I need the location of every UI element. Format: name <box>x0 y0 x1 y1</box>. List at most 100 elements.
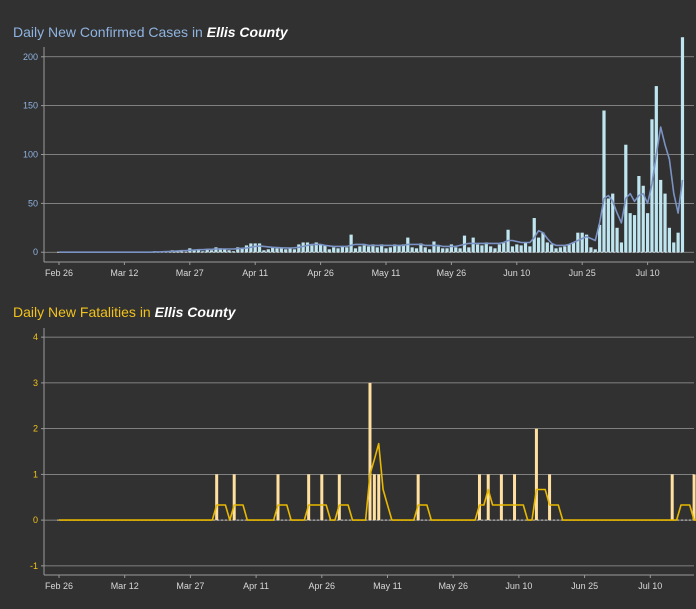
x-tick-label: Apr 11 <box>242 268 268 278</box>
bar <box>244 245 249 253</box>
bar <box>375 247 379 253</box>
bar <box>628 213 632 253</box>
bar <box>384 248 388 253</box>
x-tick-label: Feb 26 <box>45 581 73 591</box>
x-tick-label: May 11 <box>372 268 401 278</box>
bar <box>292 249 297 253</box>
bar <box>210 250 214 253</box>
bar <box>489 246 493 253</box>
bar <box>554 248 558 253</box>
bar <box>201 251 205 253</box>
bar <box>288 248 292 253</box>
bar <box>471 237 475 253</box>
bar <box>380 244 384 253</box>
bar <box>672 242 676 253</box>
bar <box>215 474 219 521</box>
bar <box>515 244 519 253</box>
bar <box>301 242 305 253</box>
bar <box>510 246 515 253</box>
bar <box>477 474 481 521</box>
x-tick-label: May 11 <box>373 581 402 591</box>
bar <box>218 248 222 253</box>
bar <box>441 248 445 253</box>
cases-chart: 0 50 100 150 200 Feb 26 Mar 12 Mar 27 Apr 11 Apr … <box>23 37 694 278</box>
bar <box>615 227 619 253</box>
bar <box>567 244 571 253</box>
bar <box>534 428 538 521</box>
bar <box>436 246 440 253</box>
bar <box>502 242 506 253</box>
bar <box>327 249 331 253</box>
bar <box>416 474 420 521</box>
bar <box>196 249 201 253</box>
bar <box>454 247 458 253</box>
bar <box>271 247 275 253</box>
x-tick-label: Apr 26 <box>307 268 334 278</box>
bar <box>458 248 462 253</box>
y-tick-label: 4 <box>33 332 38 342</box>
bar <box>366 246 371 253</box>
bar <box>584 234 589 253</box>
y-tick-label: 200 <box>23 52 38 62</box>
bar <box>332 247 336 253</box>
x-tick-label: Mar 12 <box>110 268 138 278</box>
bar <box>606 198 610 253</box>
bar <box>497 244 501 253</box>
bar <box>275 248 279 253</box>
bar <box>541 232 545 253</box>
bar <box>297 244 301 253</box>
bar <box>192 250 196 253</box>
bar <box>371 244 375 253</box>
bar <box>423 247 427 253</box>
bar <box>414 248 419 253</box>
bar <box>602 110 606 253</box>
bar <box>349 234 353 253</box>
bar <box>449 244 453 253</box>
x-tick-label: Apr 26 <box>309 581 336 591</box>
bar <box>480 245 484 253</box>
bar <box>493 248 497 253</box>
bar <box>659 179 663 253</box>
x-tick-label: Jun 10 <box>505 581 532 591</box>
bar <box>419 243 423 253</box>
bar <box>227 250 231 253</box>
x-tick-label: Apr 11 <box>243 581 269 591</box>
bar <box>340 246 344 253</box>
y-tick-label: 3 <box>33 378 38 388</box>
bar <box>368 382 372 521</box>
x-tick-label: Mar 27 <box>176 581 204 591</box>
bar <box>362 245 366 253</box>
bar <box>428 249 432 253</box>
bar <box>310 245 314 253</box>
x-tick-label: Jun 10 <box>503 268 530 278</box>
fatalities-chart-title: Daily New Fatalities in Ellis County <box>13 304 236 320</box>
bar <box>388 247 392 253</box>
bar <box>563 246 567 253</box>
bar <box>314 242 318 253</box>
bar <box>345 247 349 253</box>
x-tick-label: Mar 27 <box>176 268 204 278</box>
bar <box>240 248 244 253</box>
bar <box>279 247 283 253</box>
x-tick-label: Mar 12 <box>111 581 139 591</box>
y-tick-label: 2 <box>33 424 38 434</box>
y-tick-label: 0 <box>33 247 38 257</box>
bar <box>670 474 674 521</box>
bar <box>276 474 280 521</box>
bar <box>519 245 523 253</box>
y-tick-label: 1 <box>33 469 38 479</box>
bar <box>654 86 658 253</box>
bar <box>576 232 580 253</box>
bar <box>223 249 227 253</box>
x-tick-label: Feb 26 <box>45 268 73 278</box>
bar <box>323 245 327 253</box>
bar <box>484 242 488 253</box>
cases-chart-title: Daily New Confirmed Cases in Ellis Count… <box>13 24 288 40</box>
bar <box>467 247 471 253</box>
bar <box>545 242 549 253</box>
y-tick-label: 100 <box>23 150 38 160</box>
bar <box>641 185 645 253</box>
bar <box>475 244 480 253</box>
